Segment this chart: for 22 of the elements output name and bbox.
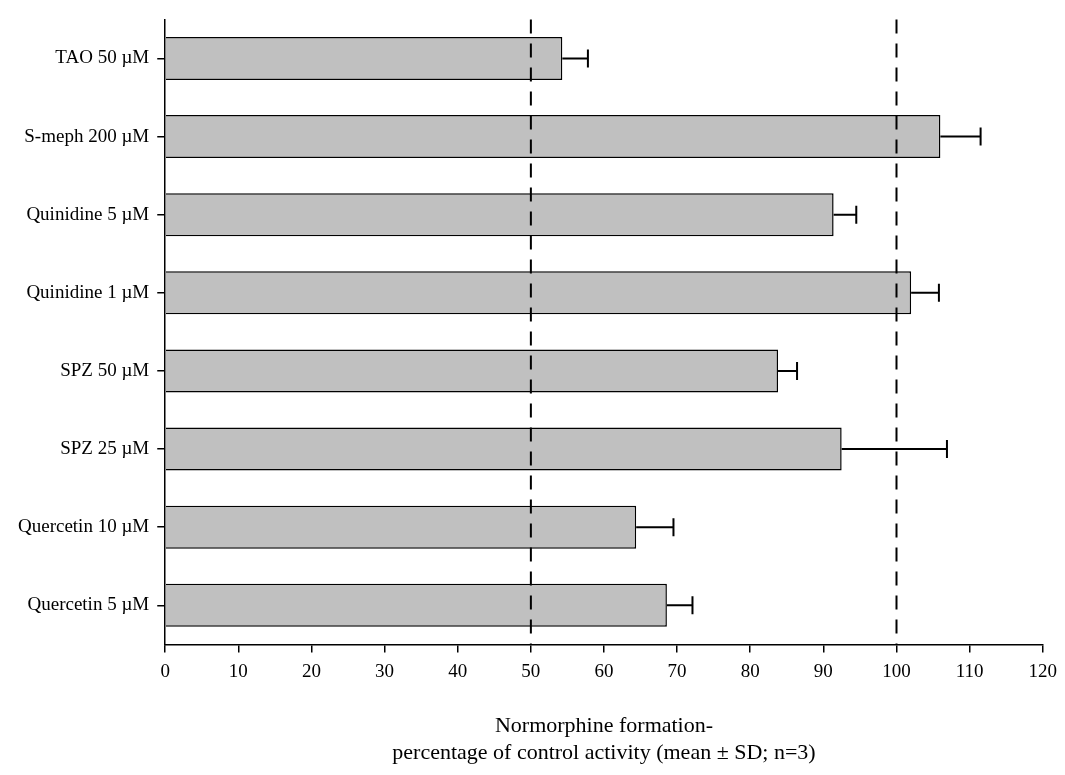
y-tick-label: S-meph 200 µM (24, 124, 150, 146)
x-tick-label: 70 (667, 659, 687, 681)
x-tick-label: 90 (813, 659, 833, 681)
x-tick-label: 80 (740, 659, 760, 681)
x-tick-label: 50 (521, 659, 541, 681)
x-tick-label: 110 (955, 659, 984, 681)
y-tick-label: Quercetin 10 µM (18, 515, 150, 537)
y-tick-label: Quinidine 5 µM (26, 202, 150, 224)
x-tick-label: 120 (1028, 659, 1057, 681)
x-tick-label: 100 (882, 659, 911, 681)
y-tick-label: Quercetin 5 µM (27, 593, 150, 615)
x-tick-label: 10 (228, 659, 248, 681)
y-tick-label: TAO 50 µM (55, 46, 150, 68)
y-tick-label: SPZ 25 µM (60, 437, 150, 459)
y-tick-label: Quinidine 1 µM (26, 280, 150, 302)
x-tick-label: 30 (375, 659, 395, 681)
x-tick-label: 20 (302, 659, 321, 681)
x-tick-label: 40 (448, 659, 468, 681)
x-tick-label: 0 (160, 659, 170, 681)
y-tick-label: SPZ 50 µM (60, 358, 150, 380)
x-tick-label: 60 (594, 659, 614, 681)
x-axis-title: Normorphine formation- percentage of control activity (mean ± SD; n=3) (392, 712, 816, 764)
